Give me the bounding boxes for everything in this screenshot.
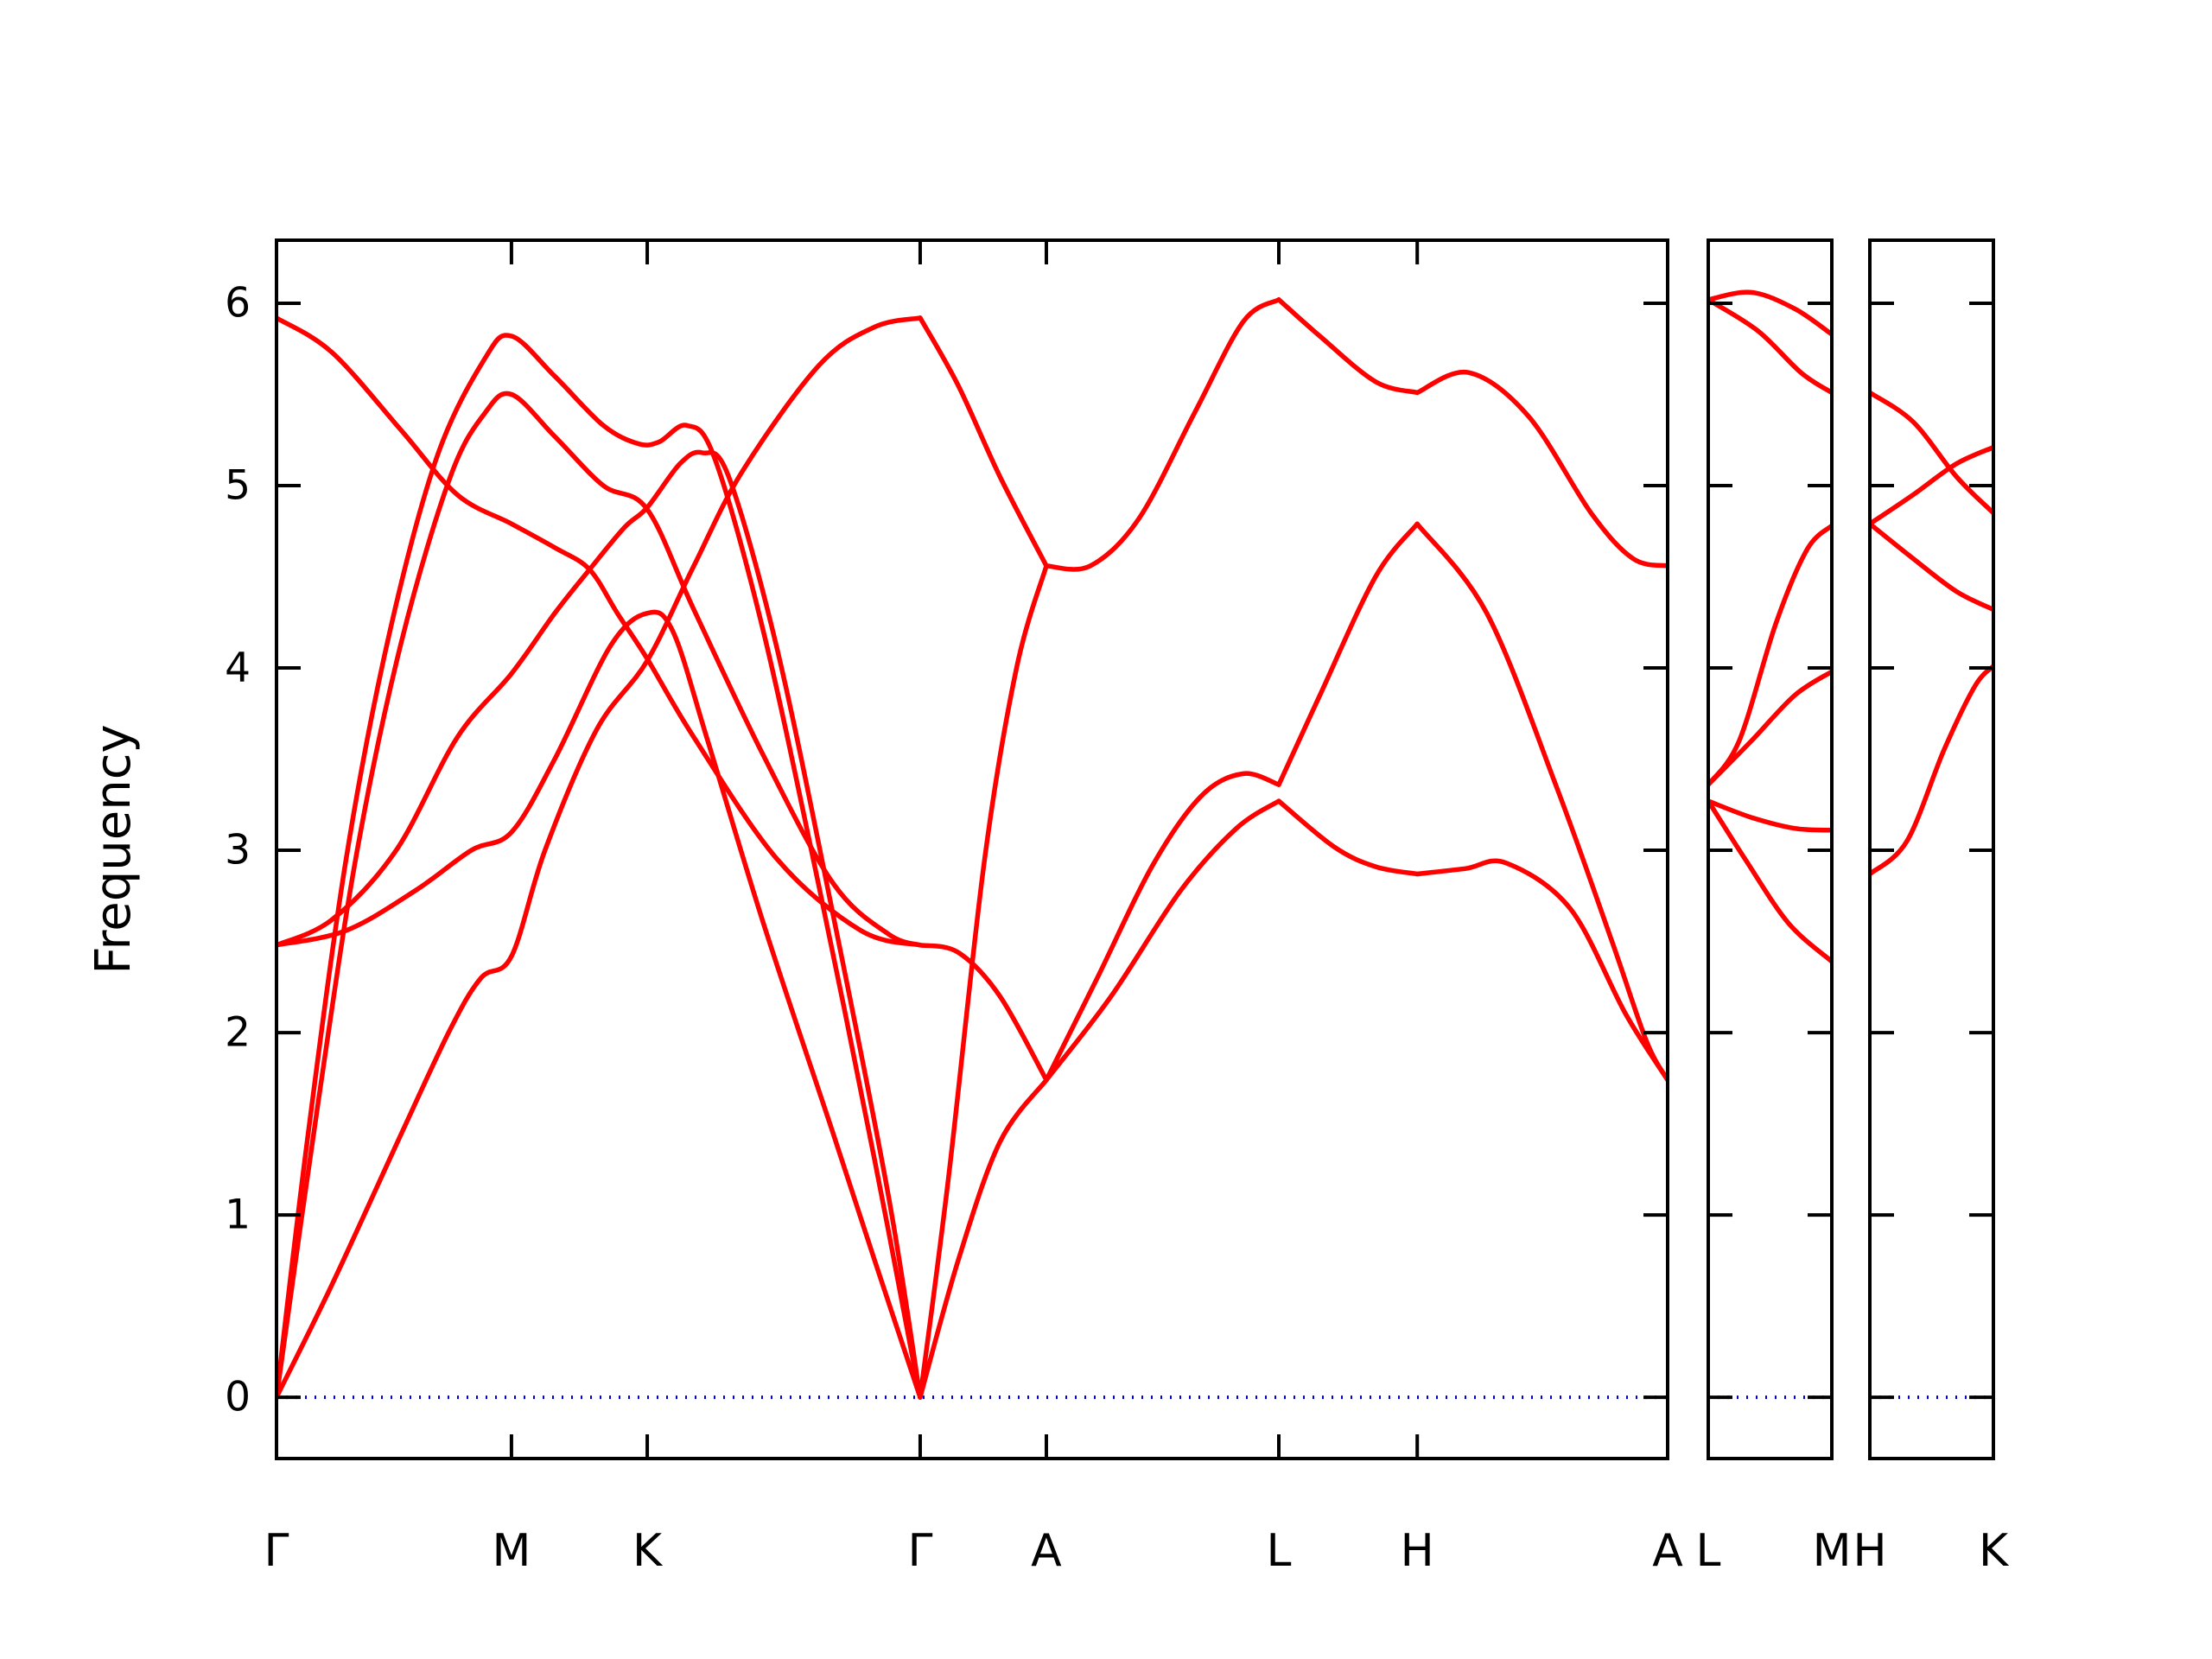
band-curve <box>1414 369 1668 569</box>
band-curve <box>1708 289 1832 337</box>
band-curve <box>1276 798 1420 877</box>
band-curve <box>1870 664 1993 877</box>
x-axis-label: L <box>1696 1525 1721 1577</box>
y-tick-label: 3 <box>225 827 251 874</box>
x-axis-label: Γ <box>907 1525 932 1577</box>
y-tick-label: 6 <box>225 280 251 327</box>
band-curve <box>1870 444 1993 527</box>
band-curve <box>276 609 923 1400</box>
x-axis-label: K <box>1979 1525 2010 1577</box>
y-tick-label: 2 <box>225 1009 251 1057</box>
panel-frame <box>1707 238 1834 1460</box>
x-axis-label: L <box>1267 1525 1292 1577</box>
x-axis-label: K <box>632 1525 664 1577</box>
band-curves <box>276 297 1668 1400</box>
band-curve <box>276 315 923 948</box>
y-tick-label: 0 <box>225 1374 251 1421</box>
band-curves <box>1708 289 1832 964</box>
band-curve <box>1276 297 1420 396</box>
x-axis-label: M <box>1813 1525 1852 1577</box>
x-axis-label: H <box>1853 1525 1886 1577</box>
band-curve <box>1708 523 1832 787</box>
band-curve <box>276 315 923 1400</box>
x-axis-label: A <box>1031 1525 1062 1577</box>
y-tick-label: 4 <box>225 645 251 692</box>
panel-main: 0 1 2 3 4 5 6 Γ M K Γ A L H A <box>225 238 1683 1577</box>
band-curve <box>1044 771 1281 1083</box>
x-axis-label: M <box>492 1525 531 1577</box>
band-curve <box>1276 521 1420 787</box>
panel-frame <box>1868 238 1995 1460</box>
band-curve <box>918 315 1049 569</box>
band-curve <box>1414 521 1668 1083</box>
band-curve <box>276 391 923 1400</box>
band-curve <box>918 943 1049 1083</box>
y-tick-label: 5 <box>225 462 251 510</box>
x-axis-label: Γ <box>264 1525 289 1577</box>
x-axis-label: A <box>1652 1525 1683 1577</box>
band-curve <box>1044 297 1281 572</box>
band-curve <box>1044 798 1281 1083</box>
band-curve <box>1414 858 1668 1083</box>
band-curve <box>1708 297 1832 396</box>
x-axis-label: H <box>1401 1525 1434 1577</box>
band-curve <box>1708 798 1832 964</box>
band-curve <box>1708 669 1832 787</box>
band-curve <box>918 563 1049 1400</box>
band-curve <box>918 1077 1049 1400</box>
y-axis-title: Frequency <box>86 724 142 974</box>
band-curve <box>276 333 923 1400</box>
band-curve <box>1870 521 1993 613</box>
band-curve <box>1870 390 1993 516</box>
panel-frame <box>275 238 1669 1460</box>
y-tick-label: 1 <box>225 1192 251 1239</box>
band-curve <box>1708 798 1832 833</box>
band-curves <box>1870 390 1993 877</box>
band-curve <box>276 449 923 1400</box>
